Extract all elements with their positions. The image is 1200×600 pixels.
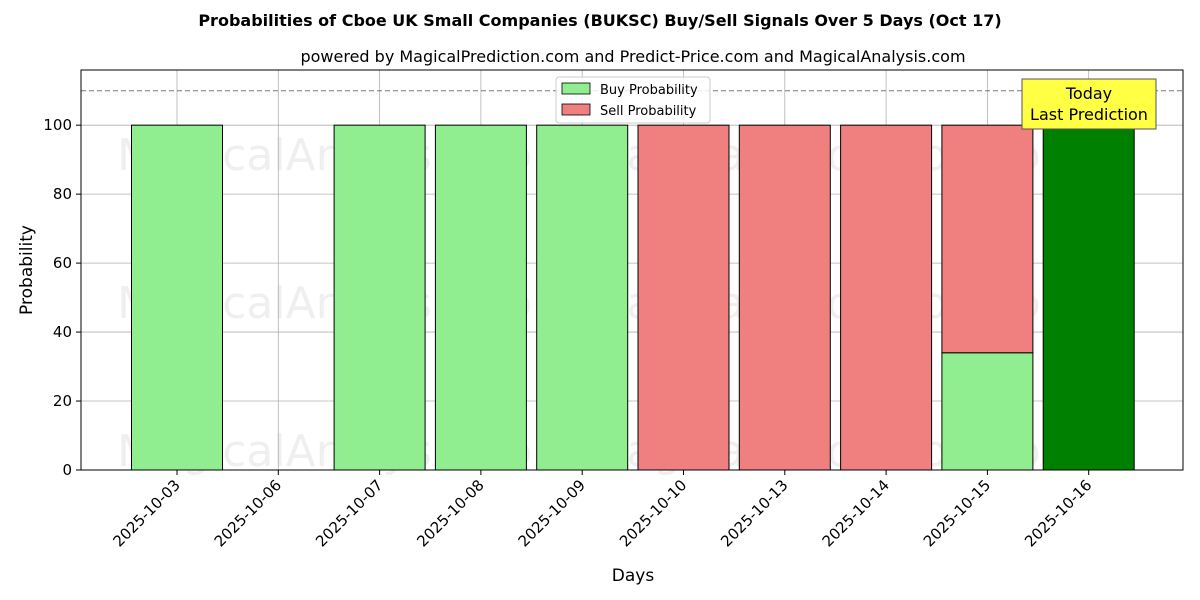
x-tick-label-9: 2025-10-16 [1021, 476, 1095, 550]
chart-subtitle: powered by MagicalPrediction.com and Pre… [300, 47, 965, 66]
today-annotation: Today Last Prediction [1021, 78, 1157, 130]
bars [131, 124, 1135, 471]
x-tick-label-1: 2025-10-06 [211, 476, 285, 550]
x-tick-label-5: 2025-10-10 [616, 476, 690, 550]
plot-frame [80, 69, 1184, 471]
bar-sell-5 [637, 124, 730, 471]
legend-box [555, 76, 711, 124]
y-tick-label-4: 80 [53, 185, 72, 203]
x-tick-label-0: 2025-10-03 [109, 476, 183, 550]
bar-buy-9 [1042, 124, 1135, 471]
bar-buy-3 [434, 124, 527, 471]
bar-sell-6 [738, 124, 831, 471]
y-tick-label-5: 100 [43, 116, 72, 134]
bar-buy-4 [536, 124, 629, 471]
legend-label-buy: Buy Probability [600, 83, 698, 98]
legend: Buy Probability Sell Probability [555, 76, 711, 124]
bar-buy-8 [941, 352, 1034, 471]
x-tick-label-3: 2025-10-08 [413, 476, 487, 550]
x-tick-label-8: 2025-10-15 [920, 476, 994, 550]
y-tick-label-3: 60 [53, 254, 72, 272]
y-axis: 0 20 40 60 80 100 [43, 116, 81, 479]
y-tick-label-0: 0 [62, 461, 72, 479]
x-axis: 2025-10-03 2025-10-06 2025-10-07 2025-10-08… [109, 470, 1096, 550]
annotation-line-2: Last Prediction [1030, 105, 1148, 124]
x-tick-label-4: 2025-10-09 [515, 476, 589, 550]
x-axis-label: Days [612, 566, 655, 586]
annotation-line-1: Today [1065, 84, 1112, 103]
bar-sell-8 [941, 124, 1034, 354]
x-tick-label-6: 2025-10-13 [717, 476, 791, 550]
chart-title: Probabilities of Cboe UK Small Companies… [198, 11, 1001, 30]
y-axis-label: Probability [17, 225, 37, 315]
legend-swatch-buy [561, 82, 591, 95]
legend-label-sell: Sell Probability [600, 104, 697, 119]
x-tick-label-2: 2025-10-07 [312, 476, 386, 550]
y-tick-label-2: 40 [53, 323, 72, 341]
bar-buy-2 [333, 124, 426, 471]
bar-buy-0 [131, 124, 223, 471]
legend-swatch-sell [561, 103, 591, 116]
y-tick-label-1: 20 [53, 392, 72, 410]
bar-sell-7 [840, 124, 933, 471]
annotation-box [1021, 78, 1157, 130]
x-tick-label-7: 2025-10-14 [819, 476, 893, 550]
